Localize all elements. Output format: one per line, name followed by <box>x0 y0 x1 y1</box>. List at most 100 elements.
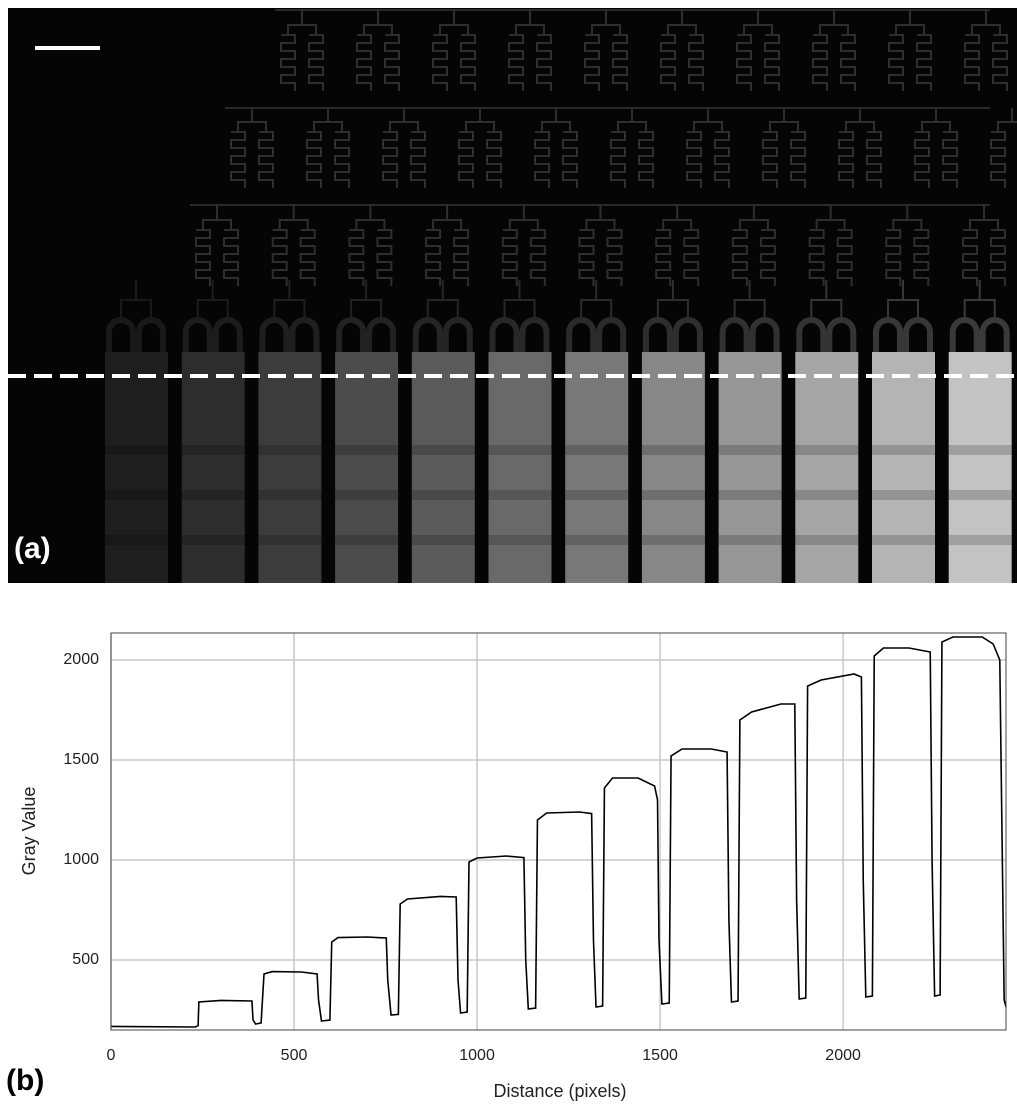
branch <box>508 205 539 230</box>
branch <box>389 108 419 132</box>
serpentine <box>536 34 552 91</box>
branch <box>585 205 616 230</box>
channel-band <box>948 535 1012 545</box>
channel-band <box>105 445 168 455</box>
channel-column <box>411 352 475 583</box>
serpentine <box>838 131 854 188</box>
channel-band <box>872 535 935 545</box>
serpentine <box>759 229 776 286</box>
serpentine <box>230 131 246 188</box>
serpentine <box>688 34 704 91</box>
x-tick-label: 0 <box>107 1047 116 1064</box>
serpentine <box>888 34 904 91</box>
serpentine <box>308 34 324 91</box>
serpentine <box>453 229 470 286</box>
serpentine <box>195 229 211 286</box>
serpentine <box>410 131 426 188</box>
branch <box>895 10 925 35</box>
channel-band <box>641 490 705 500</box>
channel-band <box>718 490 782 500</box>
channel-column <box>105 352 168 583</box>
serpentine <box>578 229 595 286</box>
profile-line <box>110 636 1007 1028</box>
inlet-branch <box>887 280 919 320</box>
branch <box>921 108 951 132</box>
serpentine <box>432 34 448 91</box>
inlet-branch <box>733 280 766 320</box>
channel-band <box>565 535 629 545</box>
serpentine <box>638 131 654 188</box>
branch <box>662 205 693 230</box>
x-tick-label: 1000 <box>459 1047 495 1064</box>
channel-band <box>411 490 475 500</box>
branch <box>997 108 1017 132</box>
serpentine <box>376 229 393 286</box>
channel-band <box>795 535 859 545</box>
y-tick-label: 1000 <box>63 851 99 868</box>
serpentine <box>356 34 372 91</box>
serpentine <box>731 229 748 286</box>
branch <box>465 108 495 132</box>
channel-band <box>105 490 168 500</box>
x-tick-label: 2000 <box>825 1047 861 1064</box>
serpentine <box>655 229 672 286</box>
branch <box>815 205 846 230</box>
serpentine <box>612 34 628 91</box>
serpentine <box>280 34 296 91</box>
branch <box>667 10 697 35</box>
channel-band <box>641 445 705 455</box>
serpentine <box>992 34 1008 91</box>
x-axis-label: Distance (pixels) <box>493 1081 626 1101</box>
serpentine <box>764 34 780 91</box>
branch <box>971 10 1001 35</box>
branch <box>743 10 773 35</box>
serpentine <box>808 229 825 286</box>
channel-band <box>335 490 399 500</box>
branch <box>237 108 267 132</box>
branch <box>313 108 343 132</box>
inlet-branch <box>963 280 996 320</box>
serpentine <box>660 34 676 91</box>
branch <box>363 10 393 35</box>
serpentine <box>501 229 518 286</box>
inlet-branch <box>580 280 613 320</box>
branch <box>892 205 923 230</box>
channel-band <box>258 445 322 455</box>
inlet-branch <box>350 280 383 320</box>
channel-column <box>641 352 705 583</box>
channel-band <box>565 490 629 500</box>
serpentine <box>610 131 626 188</box>
y-tick-label: 500 <box>72 951 99 968</box>
channel-band <box>795 490 859 500</box>
serpentine <box>584 34 600 91</box>
inlet-branch <box>196 280 229 320</box>
serpentine <box>382 131 398 188</box>
y-axis-label: Gray Value <box>19 787 39 876</box>
serpentine <box>348 229 365 286</box>
serpentine <box>962 229 978 286</box>
micrograph-features <box>105 9 1017 583</box>
serpentine <box>790 131 806 188</box>
serpentine <box>460 34 476 91</box>
serpentine <box>762 131 778 188</box>
channel-band <box>795 445 859 455</box>
channel-band <box>335 535 399 545</box>
inlet-branch <box>426 280 459 320</box>
panel-label: (a) <box>14 532 51 565</box>
serpentine <box>866 131 882 188</box>
serpentine <box>840 34 856 91</box>
plot-area <box>110 632 1007 1031</box>
branch <box>693 108 723 132</box>
serpentine <box>606 229 623 286</box>
branch <box>591 10 621 35</box>
serpentine <box>306 131 322 188</box>
channel-band <box>181 490 245 500</box>
branch <box>515 10 545 35</box>
serpentine <box>913 229 930 286</box>
serpentine <box>271 229 288 286</box>
channel-band <box>411 445 475 455</box>
channel-band <box>565 445 629 455</box>
branch <box>769 108 799 132</box>
channel-band <box>488 445 552 455</box>
channel-column <box>488 352 552 583</box>
